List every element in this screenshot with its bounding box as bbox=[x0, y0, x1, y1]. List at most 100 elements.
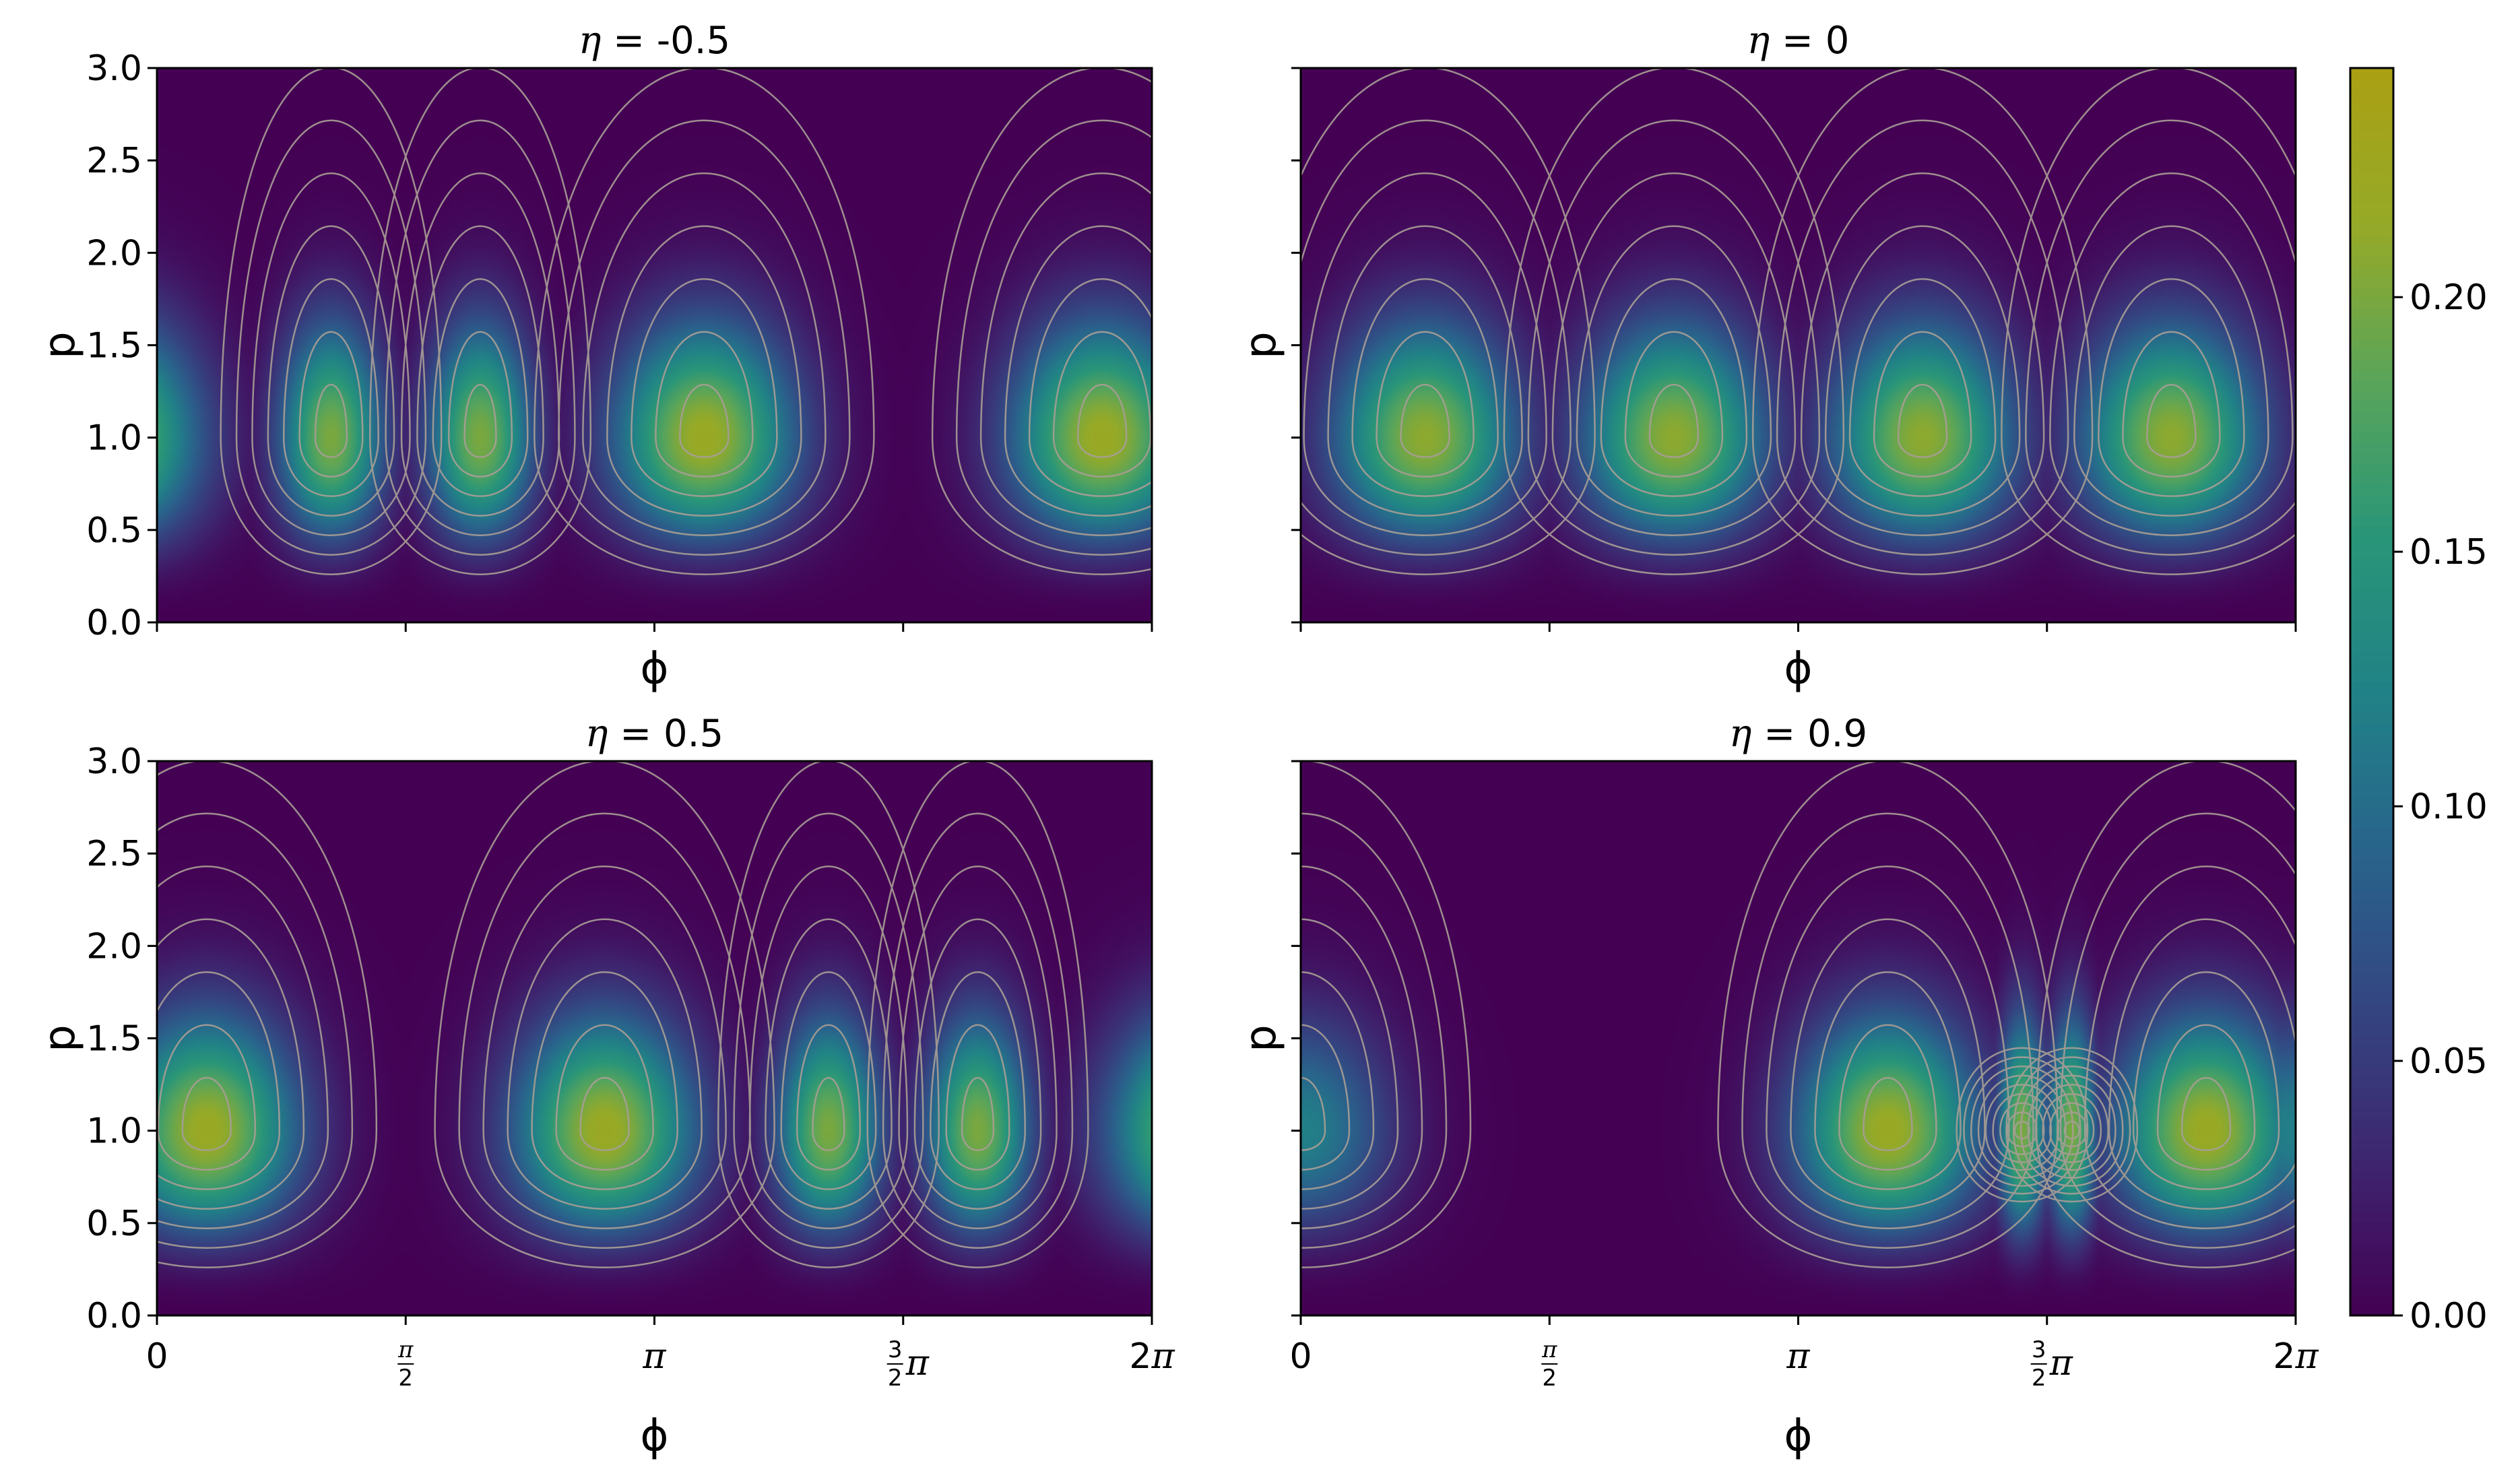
x-tick-label: π2 bbox=[397, 1336, 414, 1392]
colorbar-segment bbox=[2350, 566, 2393, 579]
colorbar-segment bbox=[2350, 795, 2393, 807]
colorbar-segment bbox=[2350, 1274, 2393, 1285]
contour-line bbox=[1776, 119, 2069, 556]
heatmap-image bbox=[157, 68, 1152, 622]
contour-line bbox=[979, 172, 1152, 536]
colorbar-segment bbox=[2350, 1263, 2393, 1275]
y-tick-label: 1.5 bbox=[86, 1019, 142, 1060]
contour-line bbox=[1527, 119, 1821, 556]
colorbar-segment bbox=[2350, 99, 2393, 110]
x-tick-label-num: π bbox=[1541, 1336, 1557, 1363]
colorbar-frame bbox=[2349, 67, 2395, 1317]
contour-line bbox=[780, 971, 877, 1190]
colorbar-segment bbox=[2350, 255, 2393, 267]
x-tick-label-den: 2 bbox=[398, 1365, 413, 1392]
colorbar-segment bbox=[2350, 473, 2393, 485]
colorbar-segment bbox=[2350, 993, 2393, 1004]
x-tick-label: π bbox=[642, 1336, 666, 1377]
x-tick-label-den: 2 bbox=[2032, 1365, 2046, 1392]
contour-line bbox=[2056, 1111, 2088, 1148]
contour-line bbox=[235, 119, 427, 556]
colorbar-segment bbox=[2350, 296, 2393, 308]
colorbar-segment bbox=[2350, 68, 2393, 79]
panel-title: η = -0.5 bbox=[579, 19, 730, 63]
colorbar-segment bbox=[2350, 785, 2393, 797]
contour-line bbox=[606, 225, 802, 517]
panel-title-value: = -0.5 bbox=[601, 19, 730, 63]
colorbar-segment bbox=[2350, 983, 2393, 994]
contour-line bbox=[945, 1024, 1010, 1171]
colorbar-segment bbox=[2350, 193, 2393, 204]
contour-line bbox=[385, 119, 576, 556]
contour-line bbox=[2005, 1047, 2139, 1203]
contour-line bbox=[534, 68, 875, 575]
y-tick-label: 2.0 bbox=[86, 233, 142, 273]
colorbar-segment bbox=[2350, 847, 2393, 859]
colorbar-segment bbox=[2350, 889, 2393, 901]
colorbar-segment bbox=[2350, 411, 2393, 422]
colorbar-segment bbox=[2350, 930, 2393, 942]
colorbar-segment bbox=[2350, 702, 2393, 713]
colorbar-segment bbox=[2350, 504, 2393, 516]
colorbar-segment bbox=[2350, 775, 2393, 786]
colorbar-segment bbox=[2350, 1180, 2393, 1192]
colorbar-segment bbox=[2350, 1190, 2393, 1202]
contour-line bbox=[1327, 225, 1523, 517]
colorbar-segment bbox=[2350, 1004, 2393, 1015]
colorbar-segment bbox=[2350, 857, 2393, 870]
contour-line bbox=[157, 865, 329, 1229]
contour-line bbox=[283, 278, 379, 497]
contour-line bbox=[655, 331, 754, 478]
colorbar-tick-label: 0.10 bbox=[2410, 787, 2488, 827]
colorbar-segment bbox=[2350, 120, 2393, 131]
colorbar-segment bbox=[2350, 275, 2393, 288]
colorbar-segment bbox=[2350, 1076, 2393, 1088]
contour-line bbox=[1970, 1066, 2074, 1187]
contour-line bbox=[2059, 812, 2296, 1249]
contour-line bbox=[717, 761, 940, 1268]
colorbar-segment bbox=[2350, 837, 2393, 849]
contour-line bbox=[531, 971, 678, 1190]
contour-line bbox=[1576, 225, 1772, 517]
contour-line bbox=[733, 812, 924, 1249]
colorbar-segment bbox=[2350, 161, 2393, 173]
colorbar-segment bbox=[2350, 618, 2393, 630]
contour-line bbox=[1766, 865, 2010, 1229]
colorbar-segment bbox=[2350, 650, 2393, 661]
contour-line bbox=[812, 1077, 845, 1151]
colorbar-segment bbox=[2350, 806, 2393, 818]
panel-2: η = 0 p ϕ bbox=[1236, 19, 2297, 694]
colorbar-segment bbox=[2350, 1086, 2393, 1098]
panel-1: η = -0.5 0.0 0.5 1.0 1.5 2.0 2.5 3.0 p ϕ bbox=[35, 19, 1153, 694]
y-tick-label: 1.0 bbox=[86, 1111, 142, 1152]
contour-line bbox=[555, 1024, 654, 1171]
colorbar-segment bbox=[2350, 941, 2393, 952]
colorbar-segment bbox=[2350, 1295, 2393, 1306]
colorbar-segment bbox=[2350, 151, 2393, 162]
contour-line bbox=[157, 812, 354, 1249]
x-tick-label-num: 3 bbox=[888, 1336, 903, 1363]
colorbar-segment bbox=[2350, 556, 2393, 568]
colorbar-segment bbox=[2350, 1242, 2393, 1254]
contour-line bbox=[314, 384, 348, 458]
x-tick-label-text: 2π bbox=[1129, 1336, 1175, 1377]
contour-line bbox=[2013, 1056, 2131, 1195]
colorbar: 0.00 0.05 0.10 0.15 0.20 bbox=[2349, 67, 2488, 1336]
contour-line bbox=[2027, 1074, 2117, 1179]
colorbar-segment bbox=[2350, 245, 2393, 256]
contour-line bbox=[1977, 1074, 2067, 1179]
contour-line bbox=[1301, 971, 1375, 1190]
colorbar-segment bbox=[2350, 515, 2393, 527]
colorbar-segment bbox=[2350, 224, 2393, 235]
panel-title: η = 0.5 bbox=[585, 712, 723, 756]
contour-line bbox=[298, 331, 364, 478]
colorbar-segment bbox=[2350, 587, 2393, 599]
panel-4: η = 0.9p0 π2π 32 π 2πϕ bbox=[1236, 712, 2319, 1461]
colorbar-segment bbox=[2350, 577, 2393, 589]
colorbar-segment bbox=[2350, 1045, 2393, 1057]
contour-line bbox=[558, 119, 851, 556]
contour-line bbox=[463, 384, 497, 458]
panel-title: η = 0 bbox=[1747, 19, 1850, 63]
contour-line bbox=[400, 172, 560, 536]
